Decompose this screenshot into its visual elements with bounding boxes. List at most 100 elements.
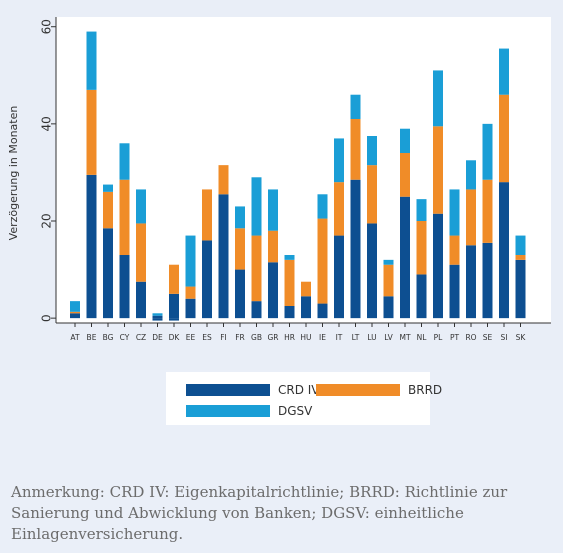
bar-segment-dgsv — [482, 123, 493, 180]
chart-panel: 0 20 40 60 Verzögerung in Monaten AT BE BG CY C… — [7, 17, 551, 342]
bar-segment-brrd — [301, 281, 311, 297]
legend-label-crd-iv: CRD IV — [278, 383, 320, 397]
x-tick-label: FR — [235, 333, 245, 342]
bar-segment-crd-iv — [136, 281, 146, 319]
bar-segment-dgsv — [400, 128, 410, 153]
bar-segment-brrd — [268, 230, 278, 263]
legend-swatch-dgsv — [186, 405, 270, 417]
bar-segment-brrd — [317, 218, 328, 304]
x-tick-label: MT — [399, 333, 410, 342]
bar-segment-brrd — [103, 191, 113, 229]
plot-area — [56, 17, 551, 323]
bar-segment-crd-iv — [119, 255, 130, 319]
bar-segment-crd-iv — [449, 264, 460, 319]
bar-segment-brrd — [169, 264, 179, 294]
bar-segment-brrd — [202, 189, 212, 241]
bar-segment-crd-iv — [284, 306, 295, 319]
legend-item-brrd: BRRD — [316, 383, 442, 397]
bar-segment-dgsv — [383, 259, 394, 265]
bar-segment-brrd — [284, 259, 295, 306]
bar-segment-brrd — [416, 221, 427, 275]
bar-segment-brrd — [383, 264, 394, 297]
bar-segment-dgsv — [466, 160, 476, 190]
footnote: Anmerkung: CRD IV: Eigenkapitalrichtlini… — [11, 483, 508, 543]
legend-item-dgsv: DGSV — [186, 404, 312, 418]
bar-segment-crd-iv — [499, 182, 509, 319]
bar-segment-dgsv — [515, 235, 526, 255]
bar-segment-brrd — [334, 182, 344, 236]
bar-segment-crd-iv — [416, 274, 427, 319]
x-tick-label: PL — [434, 333, 444, 342]
bar-segment-brrd — [251, 235, 262, 302]
bar-segment-crd-iv — [251, 301, 262, 319]
bar-segment-brrd — [235, 228, 245, 270]
x-tick-label: SK — [516, 333, 527, 342]
y-tick-label: 0 — [40, 314, 54, 322]
bar-segment-crd-iv — [383, 296, 394, 319]
bar-segment-crd-iv — [152, 315, 163, 319]
x-tick-label: HR — [284, 333, 295, 342]
bar-segment-dgsv — [350, 94, 361, 119]
bar-segment-brrd — [515, 255, 526, 260]
bar-segment-crd-iv — [301, 296, 311, 319]
bar-segment-dgsv — [86, 31, 97, 90]
bar-segment-brrd — [350, 119, 361, 180]
bar-segment-brrd — [499, 94, 509, 183]
bar-segment-dgsv — [334, 138, 344, 183]
bar-segment-crd-iv — [317, 303, 328, 319]
bar-segment-brrd — [433, 126, 443, 214]
bar-segment-crd-iv — [482, 242, 493, 319]
x-tick-label: FI — [220, 333, 227, 342]
bar-segment-dgsv — [235, 206, 245, 229]
stacked-bar-chart: 0 20 40 60 Verzögerung in Monaten AT BE BG CY C… — [7, 17, 551, 342]
bar-segment-crd-iv — [103, 228, 113, 319]
x-tick-label: SE — [483, 333, 493, 342]
bar-segment-negative — [169, 318, 179, 321]
bar-segment-crd-iv — [235, 269, 245, 319]
y-tick-label: 60 — [40, 19, 54, 34]
x-tick-label: CY — [120, 333, 130, 342]
bar-segment-crd-iv — [433, 213, 443, 319]
legend-swatch-brrd — [316, 384, 400, 396]
bar-segment-brrd — [449, 235, 460, 265]
y-axis: 0 20 40 60 — [40, 17, 57, 323]
legend-label-dgsv: DGSV — [278, 404, 313, 418]
bar-segment-crd-iv — [169, 293, 179, 319]
bar-segment-dgsv — [367, 136, 377, 166]
y-tick-label: 40 — [40, 116, 54, 131]
x-tick-label: ES — [202, 333, 212, 342]
x-tick-label: LT — [352, 333, 360, 342]
bar-segment-brrd — [400, 153, 410, 197]
bar-segment-crd-iv — [70, 313, 80, 319]
bar-segment-crd-iv — [400, 196, 410, 319]
bar-segment-brrd — [70, 311, 80, 314]
x-tick-label: LU — [367, 333, 376, 342]
bar-segment-brrd — [218, 165, 229, 195]
x-tick-label: AT — [70, 333, 80, 342]
x-tick-label: EE — [186, 333, 196, 342]
bar-segment-crd-iv — [185, 298, 196, 319]
bars-group — [70, 31, 526, 321]
bar-segment-dgsv — [152, 313, 163, 316]
bar-segment-dgsv — [119, 143, 130, 180]
legend: CRD IV BRRD DGSV — [166, 372, 442, 425]
bar-segment-dgsv — [70, 301, 80, 312]
bar-segment-dgsv — [185, 235, 196, 287]
bar-segment-crd-iv — [202, 240, 212, 319]
legend-label-brrd: BRRD — [408, 383, 443, 397]
bar-segment-dgsv — [268, 189, 278, 231]
bar-segment-crd-iv — [218, 194, 229, 319]
x-axis: AT BE BG CY CZ DE DK EE ES FI FR GB GR HR HU IE IT LT LU LV… — [56, 322, 551, 342]
bar-segment-crd-iv — [86, 174, 97, 319]
bar-segment-dgsv — [317, 194, 328, 219]
bar-segment-brrd — [367, 165, 377, 224]
x-tick-label: GR — [267, 333, 278, 342]
bar-segment-crd-iv — [515, 259, 526, 319]
bar-segment-brrd — [119, 179, 130, 255]
x-tick-label: PT — [450, 333, 460, 342]
bar-segment-brrd — [136, 223, 146, 282]
bar-segment-crd-iv — [268, 262, 278, 319]
bar-segment-dgsv — [449, 189, 460, 236]
y-axis-label: Verzögerung in Monaten — [7, 106, 20, 241]
bar-segment-brrd — [482, 179, 493, 243]
